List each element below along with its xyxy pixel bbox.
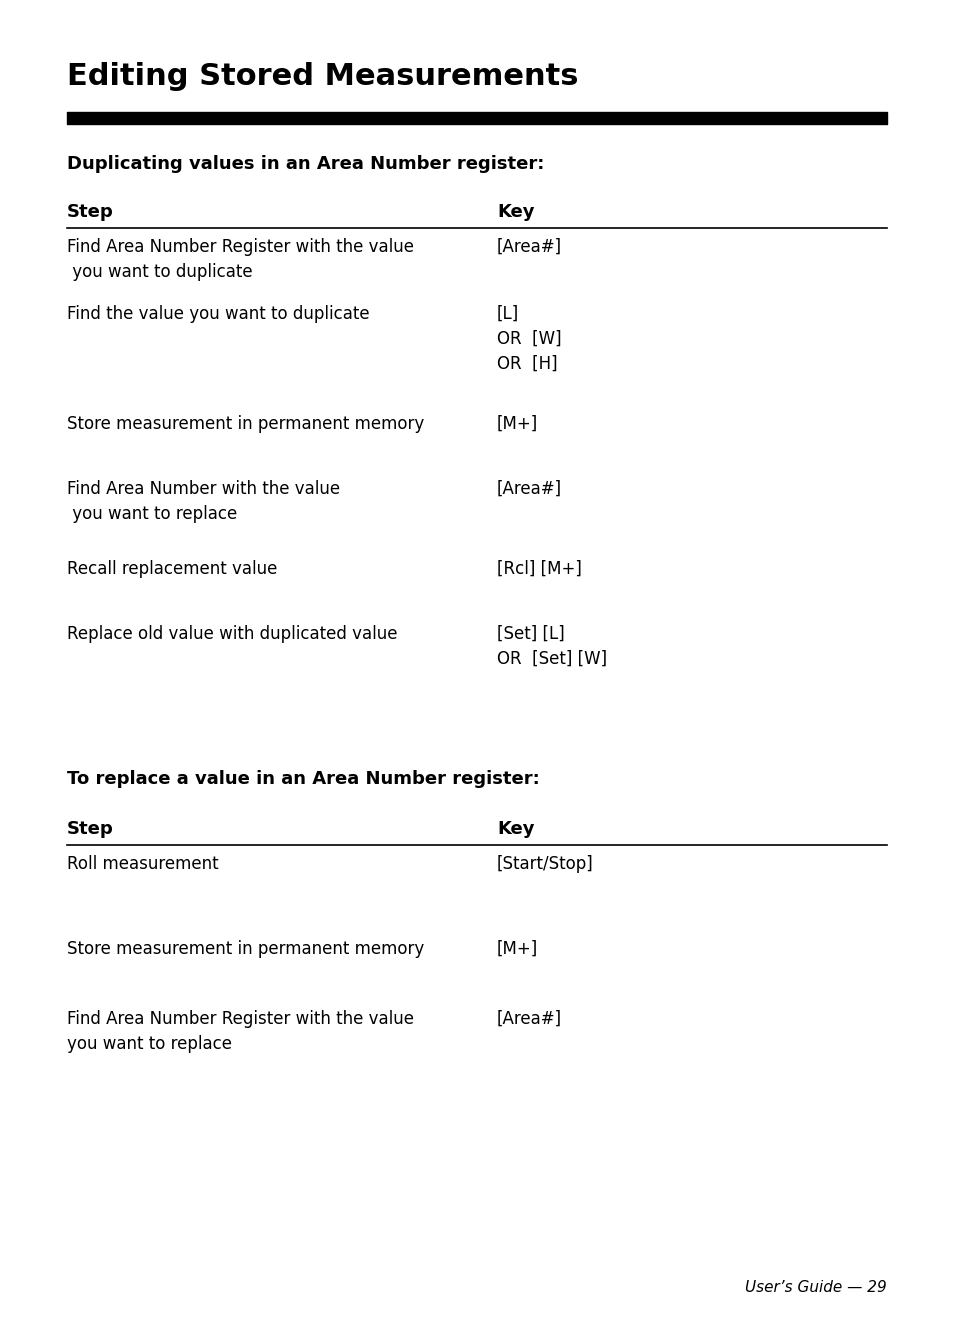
- Text: To replace a value in an Area Number register:: To replace a value in an Area Number reg…: [67, 770, 539, 788]
- Text: [Area#]: [Area#]: [497, 480, 561, 498]
- Text: User’s Guide — 29: User’s Guide — 29: [744, 1280, 886, 1295]
- Text: [L]
OR  [W]
OR  [H]: [L] OR [W] OR [H]: [497, 305, 561, 373]
- Text: [M+]: [M+]: [497, 415, 537, 433]
- Text: [Area#]: [Area#]: [497, 1010, 561, 1027]
- Text: Find the value you want to duplicate: Find the value you want to duplicate: [67, 305, 369, 323]
- Text: [Start/Stop]: [Start/Stop]: [497, 855, 593, 872]
- Text: Key: Key: [497, 820, 534, 838]
- Text: Find Area Number with the value
 you want to replace: Find Area Number with the value you want…: [67, 480, 340, 522]
- Text: Key: Key: [497, 203, 534, 220]
- Text: [M+]: [M+]: [497, 941, 537, 958]
- Text: Replace old value with duplicated value: Replace old value with duplicated value: [67, 625, 397, 643]
- Text: Editing Stored Measurements: Editing Stored Measurements: [67, 61, 578, 91]
- Text: [Area#]: [Area#]: [497, 238, 561, 257]
- Text: Find Area Number Register with the value
you want to replace: Find Area Number Register with the value…: [67, 1010, 414, 1053]
- Text: Store measurement in permanent memory: Store measurement in permanent memory: [67, 941, 424, 958]
- Text: Recall replacement value: Recall replacement value: [67, 560, 277, 578]
- Text: Find Area Number Register with the value
 you want to duplicate: Find Area Number Register with the value…: [67, 238, 414, 281]
- Text: [Set] [L]
OR  [Set] [W]: [Set] [L] OR [Set] [W]: [497, 625, 606, 668]
- Text: Duplicating values in an Area Number register:: Duplicating values in an Area Number reg…: [67, 155, 544, 172]
- Text: [Rcl] [M+]: [Rcl] [M+]: [497, 560, 581, 578]
- Text: Step: Step: [67, 203, 113, 220]
- Text: Store measurement in permanent memory: Store measurement in permanent memory: [67, 415, 424, 433]
- Text: Step: Step: [67, 820, 113, 838]
- Text: Roll measurement: Roll measurement: [67, 855, 218, 872]
